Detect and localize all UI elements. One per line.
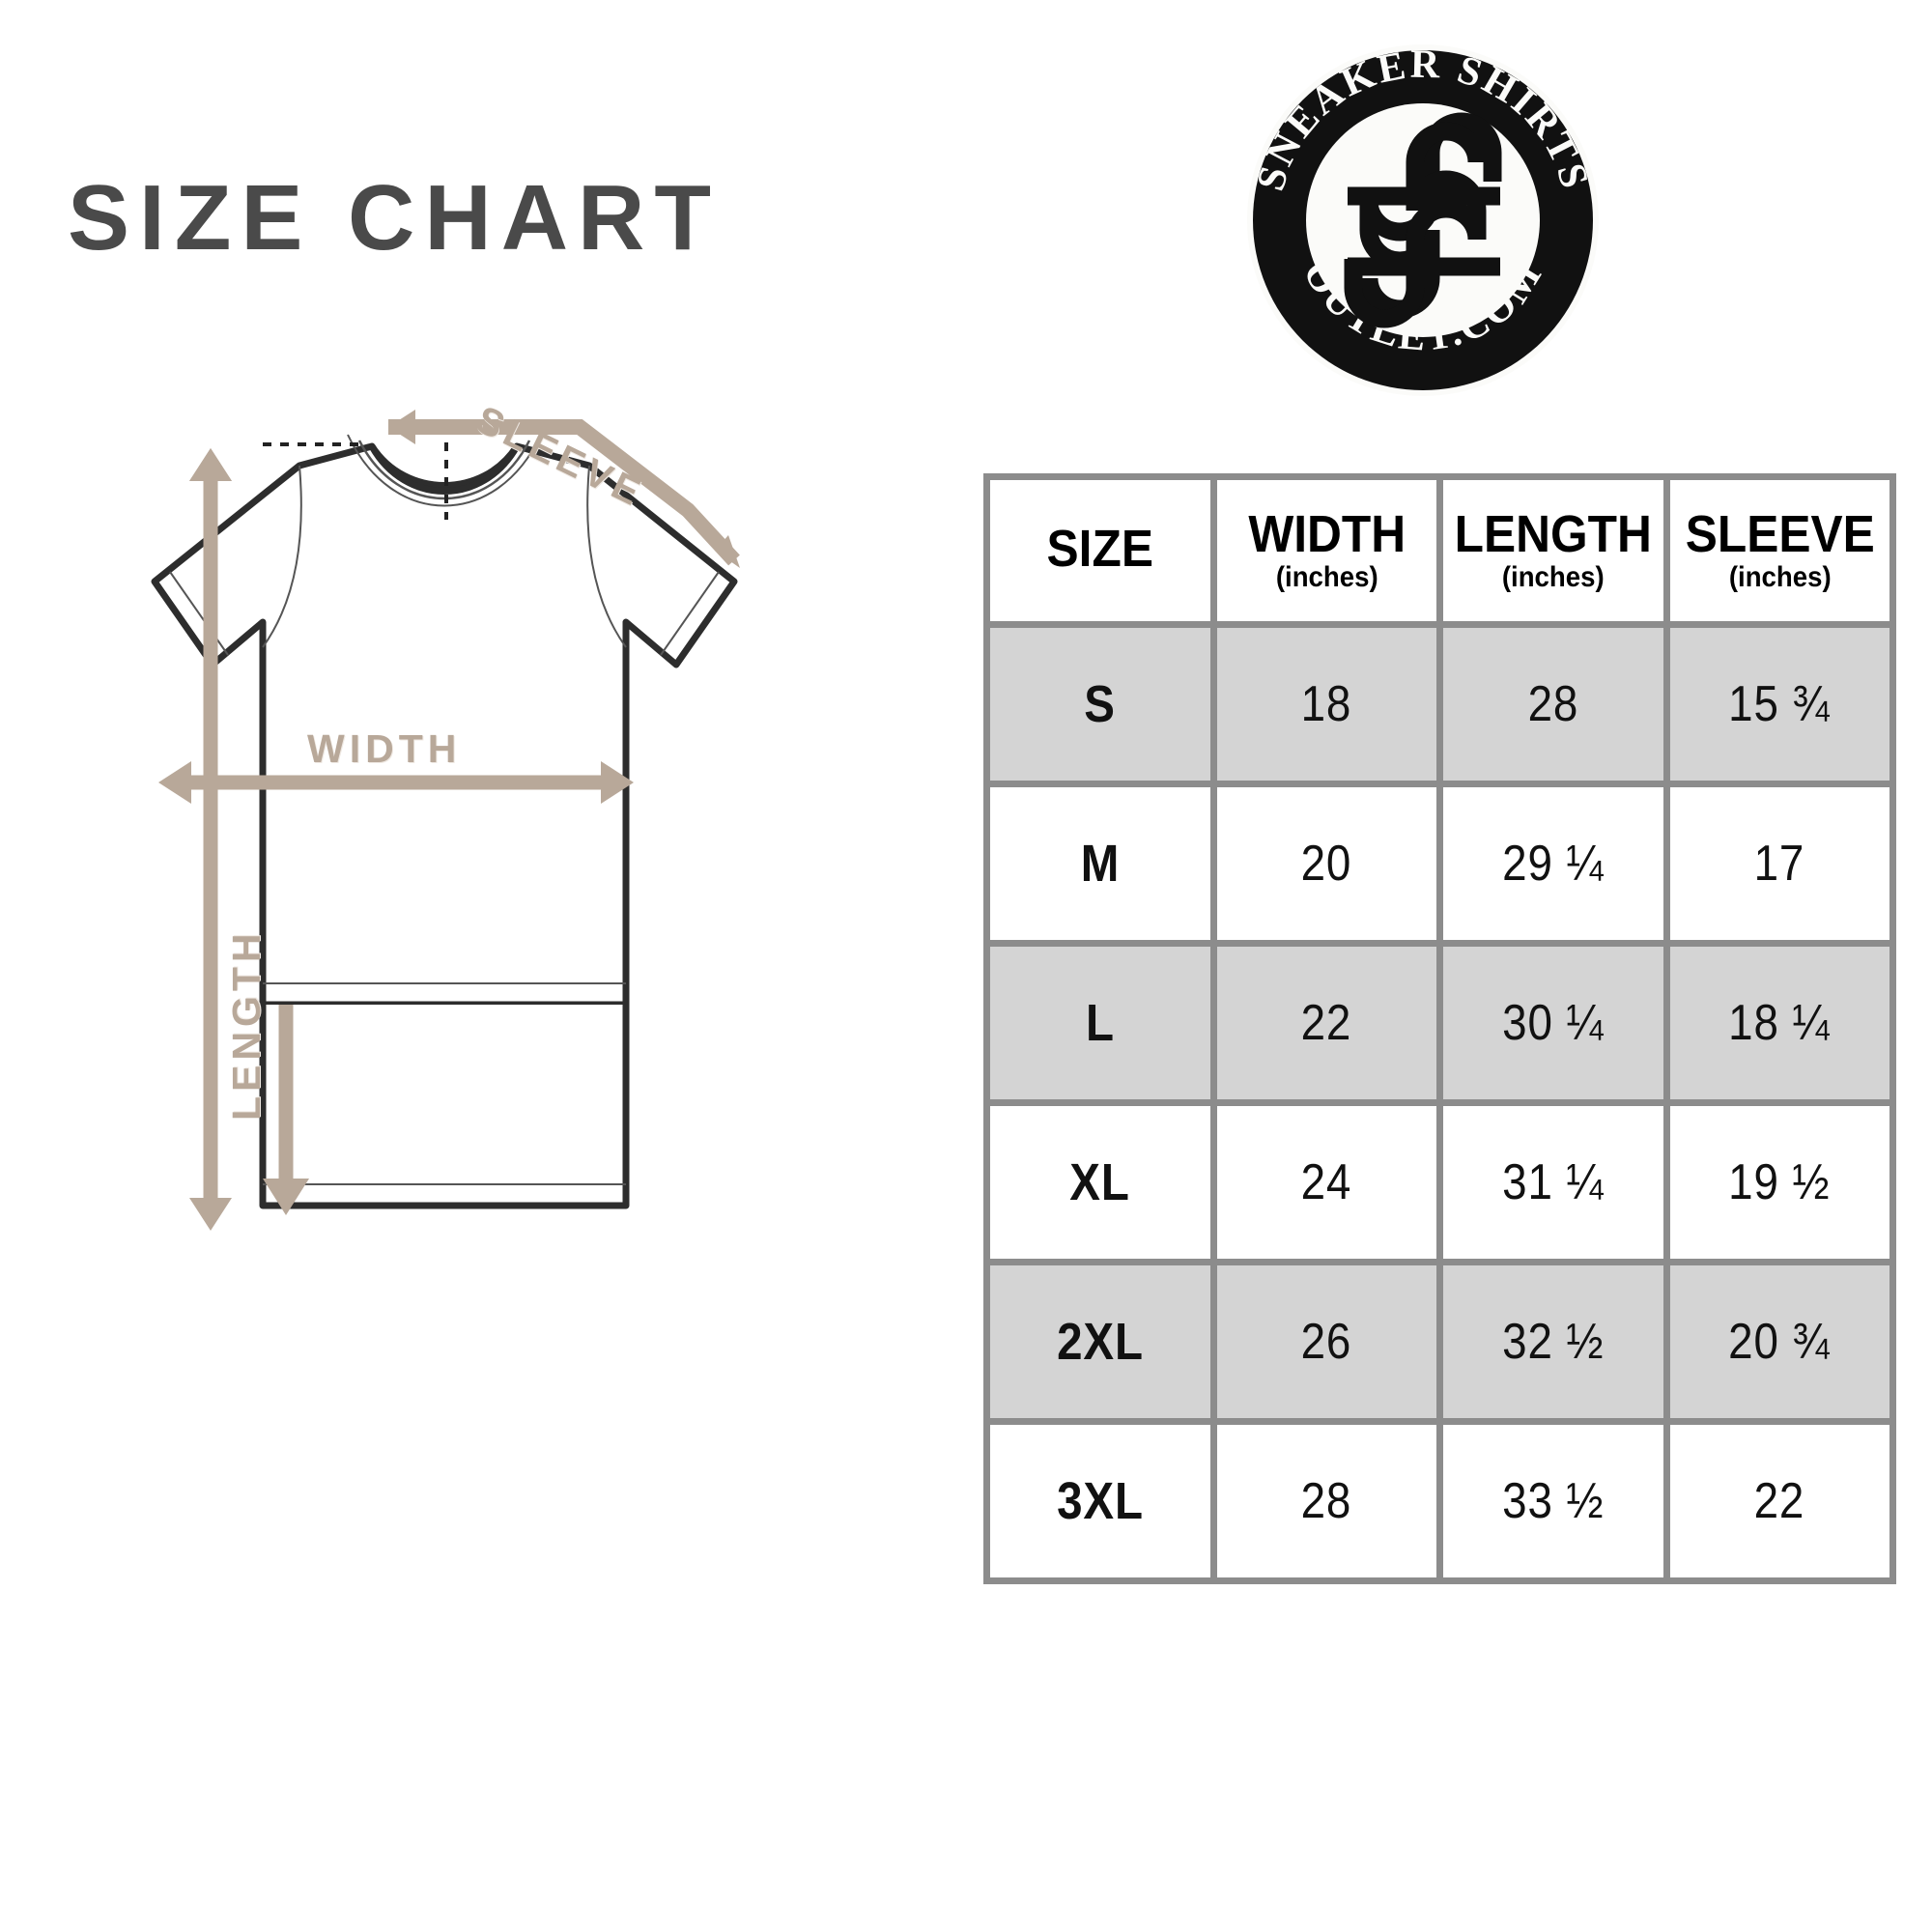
t-shirt-diagram <box>0 406 773 1275</box>
cell-length: 28 <box>1443 628 1663 781</box>
cell-sleeve: 20 ¾ <box>1669 1265 1889 1418</box>
cell-length-value: 31 ¼ <box>1502 1154 1605 1210</box>
cell-size: S <box>990 628 1210 781</box>
cell-width-value: 18 <box>1300 676 1352 732</box>
cell-size-value: 2XL <box>1056 1313 1144 1371</box>
table-row: 2XL 26 32 ½ 20 ¾ <box>990 1265 1889 1418</box>
column-header-sleeve-main: SLEEVE <box>1685 505 1875 564</box>
column-header-width: WIDTH (inches) <box>1216 480 1436 621</box>
brand-logo: SNEAKER SHIRTS OUTLET.COM <box>1239 37 1606 404</box>
cell-sleeve-value: 22 <box>1753 1473 1805 1529</box>
cell-size-value: M <box>1080 835 1120 893</box>
cell-width-value: 28 <box>1300 1473 1352 1529</box>
column-header-length-main: LENGTH <box>1454 505 1652 564</box>
cell-size-value: L <box>1085 994 1115 1052</box>
cell-sleeve-value: 17 <box>1753 836 1805 892</box>
cell-length: 33 ½ <box>1443 1425 1663 1577</box>
cell-length: 29 ¼ <box>1443 787 1663 940</box>
size-chart-table: SIZE WIDTH (inches) LENGTH (inches) SLEE… <box>983 473 1896 1584</box>
cell-length-value: 30 ¼ <box>1502 995 1605 1051</box>
column-header-sleeve-sub: (inches) <box>1728 561 1832 594</box>
cell-size-value: 3XL <box>1056 1472 1144 1530</box>
cell-sleeve: 19 ½ <box>1669 1106 1889 1259</box>
cell-length: 31 ¼ <box>1443 1106 1663 1259</box>
cell-sleeve-value: 15 ¾ <box>1728 676 1831 732</box>
cell-length: 30 ¼ <box>1443 947 1663 1099</box>
table-row: L 22 30 ¼ 18 ¼ <box>990 947 1889 1099</box>
column-header-size-main: SIZE <box>1046 520 1153 579</box>
cell-width: 26 <box>1216 1265 1436 1418</box>
cell-sleeve: 17 <box>1669 787 1889 940</box>
cell-size-value: S <box>1084 675 1117 733</box>
cell-length: 32 ½ <box>1443 1265 1663 1418</box>
table-row: XL 24 31 ¼ 19 ½ <box>990 1106 1889 1259</box>
cell-width: 22 <box>1216 947 1436 1099</box>
shirt-outline-shape <box>151 434 738 1009</box>
cell-sleeve: 22 <box>1669 1425 1889 1577</box>
table-header-row: SIZE WIDTH (inches) LENGTH (inches) SLEE… <box>990 480 1889 621</box>
cell-width-value: 20 <box>1300 836 1352 892</box>
cell-width-value: 26 <box>1300 1314 1352 1370</box>
table-row: S 18 28 15 ¾ <box>990 628 1889 781</box>
cell-width: 24 <box>1216 1106 1436 1259</box>
cell-length-value: 29 ¼ <box>1502 836 1605 892</box>
cell-sleeve: 15 ¾ <box>1669 628 1889 781</box>
page-title: SIZE CHART <box>68 166 721 270</box>
cell-width: 28 <box>1216 1425 1436 1577</box>
width-arrow <box>158 761 634 804</box>
width-label: WIDTH <box>307 726 462 771</box>
column-header-length-sub: (inches) <box>1501 561 1605 594</box>
column-header-width-main: WIDTH <box>1247 505 1406 564</box>
column-header-length: LENGTH (inches) <box>1443 480 1663 621</box>
cell-width-value: 22 <box>1300 995 1352 1051</box>
cell-size: M <box>990 787 1210 940</box>
column-header-width-sub: (inches) <box>1275 561 1378 594</box>
cell-size: 3XL <box>990 1425 1210 1577</box>
sleeve-arrow <box>388 419 740 566</box>
cell-size: L <box>990 947 1210 1099</box>
cell-length-value: 28 <box>1527 676 1579 732</box>
cell-width: 18 <box>1216 628 1436 781</box>
cell-size: 2XL <box>990 1265 1210 1418</box>
column-header-size: SIZE <box>990 480 1210 621</box>
cell-width: 20 <box>1216 787 1436 940</box>
cell-sleeve-value: 18 ¼ <box>1728 995 1831 1051</box>
length-label: LENGTH <box>224 928 269 1121</box>
cell-sleeve: 18 ¼ <box>1669 947 1889 1099</box>
table-row: 3XL 28 33 ½ 22 <box>990 1425 1889 1577</box>
table-row: M 20 29 ¼ 17 <box>990 787 1889 940</box>
cell-length-value: 32 ½ <box>1502 1314 1605 1370</box>
cell-size-value: XL <box>1069 1153 1130 1211</box>
cell-width-value: 24 <box>1300 1154 1352 1210</box>
cell-size: XL <box>990 1106 1210 1259</box>
cell-sleeve-value: 19 ½ <box>1728 1154 1831 1210</box>
cell-length-value: 33 ½ <box>1502 1473 1605 1529</box>
column-header-sleeve: SLEEVE (inches) <box>1669 480 1889 621</box>
cell-sleeve-value: 20 ¾ <box>1728 1314 1831 1370</box>
